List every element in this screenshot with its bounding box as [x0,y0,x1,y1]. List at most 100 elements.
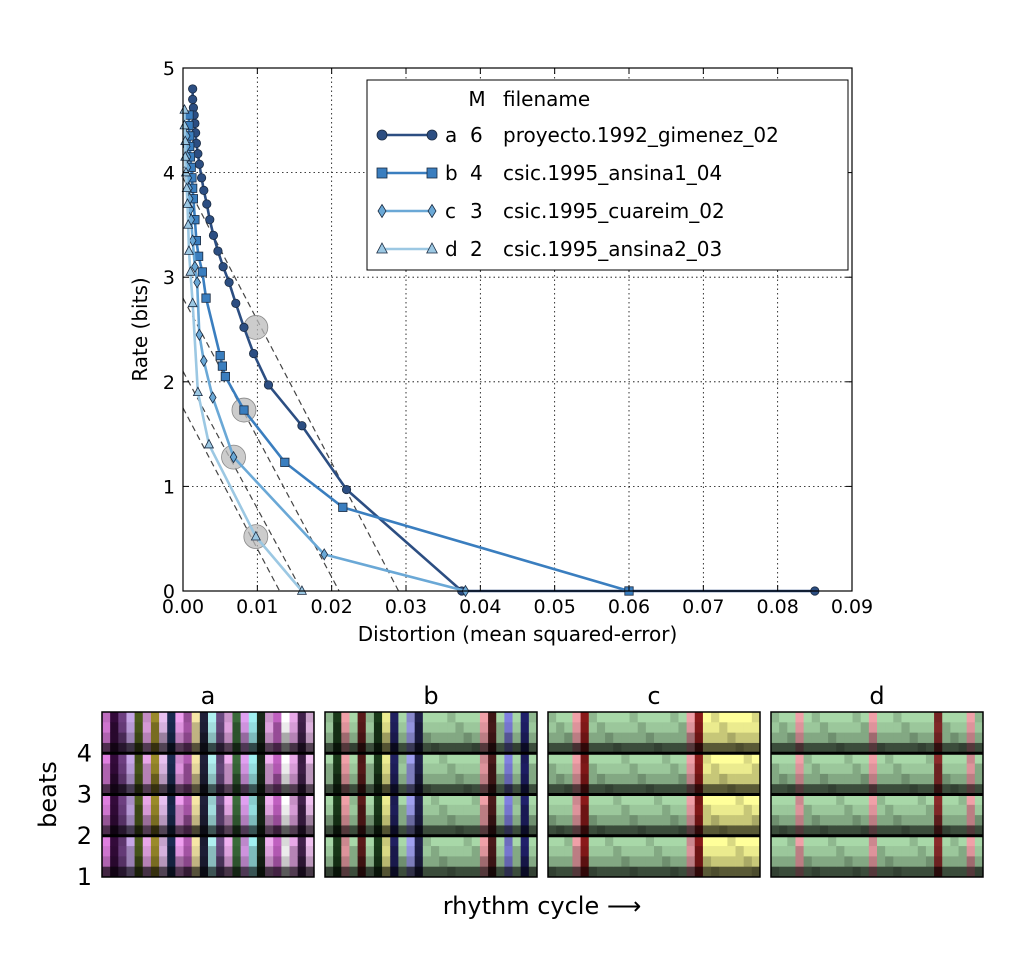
heatmap-cell [520,856,530,868]
heatmap-frame [547,711,761,878]
heatmap-cell [463,784,473,795]
heatmap-cell [175,856,184,868]
heatmap-cell [942,712,951,723]
heatmap-cell [877,722,886,734]
heatmap-frame [770,711,984,878]
heatmap-cell [803,825,813,837]
heatmap-cell [811,763,821,775]
heatmap-cell [118,722,127,734]
heatmap-cell [548,835,557,847]
heatmap-cell [281,753,290,764]
heatmap-cell [735,825,745,837]
heatmap-cell [580,846,590,857]
heatmap-cell [479,846,489,857]
heatmap-cell [950,835,959,847]
heatmap-cell [357,732,367,744]
heatmap-cell [126,742,136,754]
heatmap-cell [349,846,359,857]
heatmap-cell [216,722,225,734]
heatmap-cell [727,825,736,837]
heatmap-cell [727,742,736,754]
heatmap-cell [102,856,111,868]
heatmap-cell [637,784,647,795]
heatmap-cell [645,835,655,847]
heatmap-cell [596,835,606,847]
heatmap-cell [974,753,984,764]
heatmap-cell [126,712,136,723]
heatmap-cell [654,815,663,826]
heatmap-cell [795,866,805,878]
heatmap-cell [110,763,119,775]
heatmap-cell [488,856,497,868]
heatmap-cell [102,732,111,744]
heatmap-cell [463,794,473,806]
heatmap-cell [357,804,367,816]
heatmap-cell [439,804,448,816]
heatmap-cell [150,804,160,816]
heatmap-cell [439,846,448,857]
heatmap-cell [819,835,829,847]
heatmap-cell [191,804,201,816]
heatmap-cell [795,856,805,868]
heatmap-cell [134,732,144,744]
heatmap-cell [751,753,761,764]
heatmap-cell [471,825,481,837]
heatmap-cell [836,815,845,826]
heatmap-cell [390,846,399,857]
heatmap-cell [852,753,862,764]
heatmap-cell [199,742,209,754]
heatmap-cell [414,784,424,795]
heatmap-cell [662,712,671,723]
heatmap-cell [365,794,375,806]
heatmap-cell [556,722,565,734]
heatmap-cell [118,773,127,785]
heatmap-cell [439,815,448,826]
heatmap-cell [357,794,367,806]
heatmap-cell [414,846,424,857]
heatmap-cell [909,856,919,868]
data-point-d [192,386,203,397]
heatmap-cell [819,753,829,764]
heatmap-cell [868,846,878,857]
heatmap-cell [349,773,359,785]
heatmap-cell [504,742,513,754]
legend-filename: csic.1995_cuareim_02 [503,199,725,223]
heatmap-cell [548,794,557,806]
heatmap-cell [512,835,522,847]
heatmap-cell [727,784,736,795]
heatmap-cell [966,763,976,775]
heatmap-cell [735,804,745,816]
heatmap-cell [422,825,432,837]
heatmap-cell [208,742,217,754]
heatmap-cell [662,835,671,847]
heatmap-cell [925,784,935,795]
heatmap-cell [629,856,639,868]
heatmap-cell [580,773,590,785]
heatmap-cell [265,835,274,847]
heatmap-cell [240,742,250,754]
heatmap-cell [273,732,282,744]
heatmap-cell [909,804,919,816]
heatmap-cell [488,846,497,857]
legend-letter: c [445,199,456,223]
heatmap-cell [455,815,465,826]
heatmap-cell [727,732,736,744]
heatmap-cell [447,732,456,744]
legend-marker [427,203,437,219]
heatmap-cell [678,794,688,806]
beats-axis-label: beats [34,761,62,828]
heatmap-cell [852,784,862,795]
heatmap-cell [828,804,837,816]
heatmap-cell [934,722,943,734]
heatmap-cell [520,732,530,744]
heatmap-cell [455,763,465,775]
heatmap-cell [852,773,862,785]
heatmap-cell [556,825,565,837]
heatmap-cell [289,866,299,878]
heatmap-cell [852,825,862,837]
y-axis-label: Rate (bits) [128,277,152,381]
heatmap-cell [787,856,796,868]
heatmap-cell [150,866,160,878]
heatmap-cell [670,804,679,816]
heatmap-cell [118,784,127,795]
